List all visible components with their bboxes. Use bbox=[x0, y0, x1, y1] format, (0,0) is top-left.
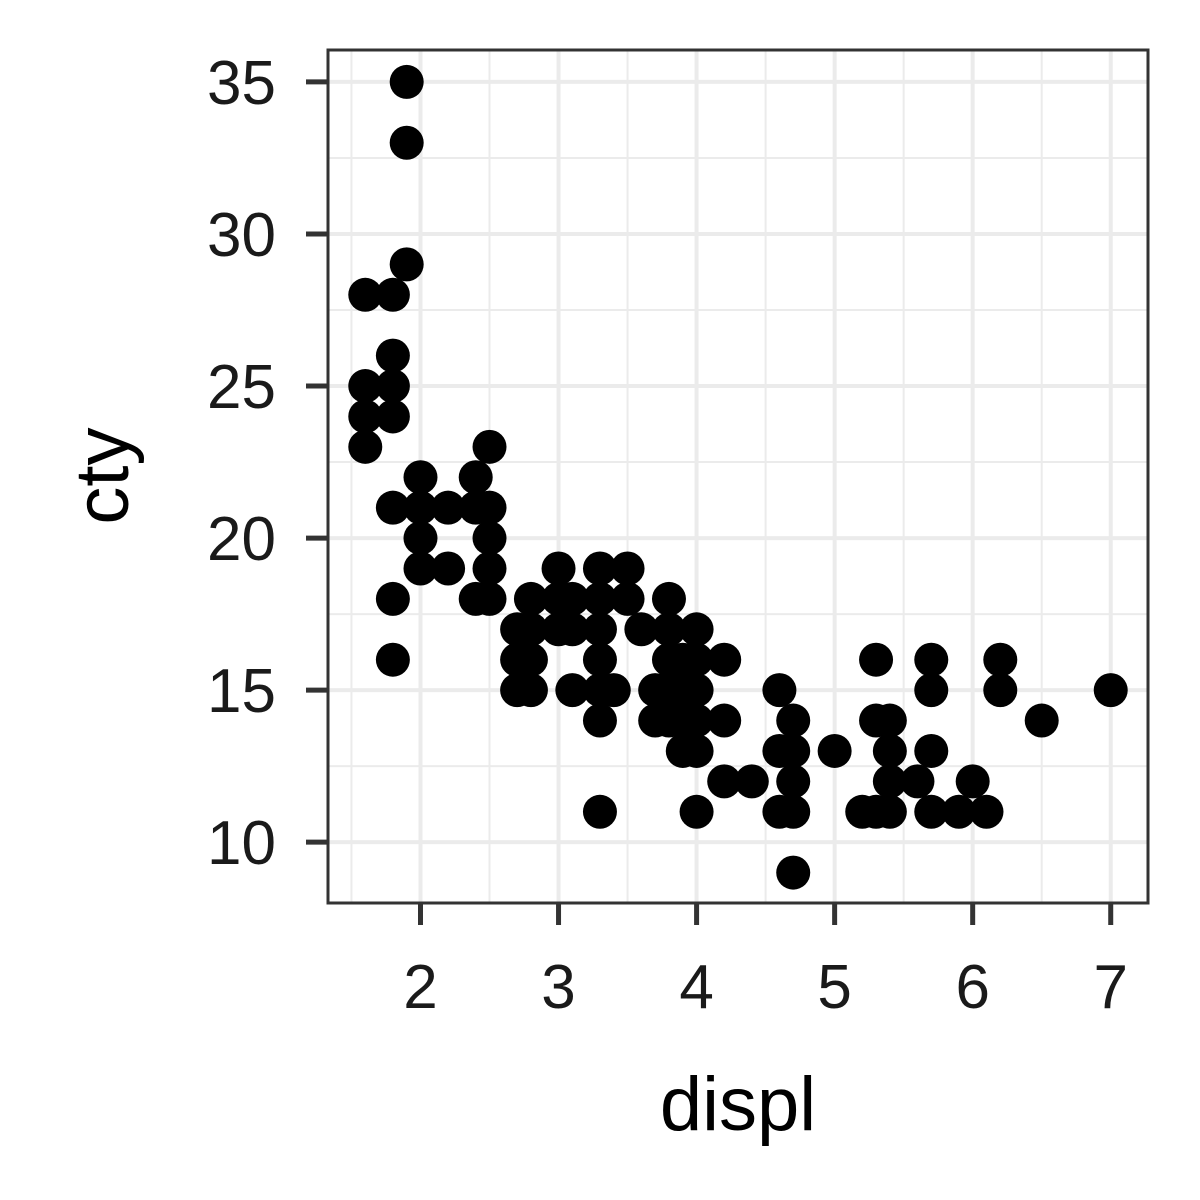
data-points bbox=[348, 64, 1128, 890]
data-point bbox=[707, 642, 742, 677]
data-point bbox=[624, 612, 659, 647]
data-point bbox=[541, 551, 576, 586]
x-tick-label: 7 bbox=[1093, 953, 1127, 1022]
data-point bbox=[472, 581, 507, 616]
data-point bbox=[914, 673, 949, 708]
data-point bbox=[734, 764, 769, 799]
x-axis-title: displ bbox=[660, 1062, 816, 1147]
x-tick-label: 2 bbox=[403, 953, 437, 1022]
data-point bbox=[582, 703, 617, 738]
data-point bbox=[348, 399, 383, 434]
data-point bbox=[348, 277, 383, 312]
data-point bbox=[914, 733, 949, 768]
data-point bbox=[651, 581, 686, 616]
data-point bbox=[776, 733, 811, 768]
data-point bbox=[348, 369, 383, 404]
y-tick-label: 10 bbox=[207, 809, 276, 878]
data-point bbox=[403, 521, 438, 556]
data-point bbox=[914, 642, 949, 677]
y-axis: 10 15 20 25 30 35 bbox=[207, 49, 328, 878]
data-point bbox=[472, 490, 507, 525]
data-point bbox=[1093, 673, 1128, 708]
data-point bbox=[651, 612, 686, 647]
data-point bbox=[872, 764, 907, 799]
y-tick-label: 25 bbox=[207, 353, 276, 422]
data-point bbox=[375, 338, 410, 373]
y-tick-label: 20 bbox=[207, 505, 276, 574]
data-point bbox=[582, 642, 617, 677]
data-point bbox=[403, 460, 438, 495]
data-point bbox=[389, 64, 424, 99]
data-point bbox=[983, 673, 1018, 708]
data-point bbox=[941, 794, 976, 829]
data-point bbox=[776, 855, 811, 890]
data-point bbox=[472, 429, 507, 464]
x-tick-label: 4 bbox=[679, 953, 713, 1022]
data-point bbox=[513, 642, 548, 677]
data-point bbox=[513, 673, 548, 708]
data-point bbox=[555, 612, 590, 647]
data-point bbox=[596, 673, 631, 708]
data-point bbox=[582, 612, 617, 647]
data-point bbox=[555, 673, 590, 708]
y-axis-title: cty bbox=[60, 427, 145, 524]
data-point bbox=[375, 369, 410, 404]
data-point bbox=[707, 703, 742, 738]
y-tick-label: 30 bbox=[207, 201, 276, 270]
data-point bbox=[555, 581, 590, 616]
data-point bbox=[872, 703, 907, 738]
data-point bbox=[955, 764, 990, 799]
data-point bbox=[872, 733, 907, 768]
data-point bbox=[403, 490, 438, 525]
data-point bbox=[375, 642, 410, 677]
data-point bbox=[513, 612, 548, 647]
data-point bbox=[679, 612, 714, 647]
data-point bbox=[375, 277, 410, 312]
data-point bbox=[762, 673, 797, 708]
data-point bbox=[859, 642, 894, 677]
data-point bbox=[348, 429, 383, 464]
x-tick-label: 3 bbox=[541, 953, 575, 1022]
y-tick-label: 35 bbox=[207, 49, 276, 118]
data-point bbox=[472, 521, 507, 556]
data-point bbox=[582, 581, 617, 616]
data-point bbox=[969, 794, 1004, 829]
data-point bbox=[776, 764, 811, 799]
data-point bbox=[817, 733, 852, 768]
x-tick-label: 6 bbox=[955, 953, 989, 1022]
data-point bbox=[776, 794, 811, 829]
y-tick-label: 15 bbox=[207, 657, 276, 726]
data-point bbox=[983, 642, 1018, 677]
data-point bbox=[1024, 703, 1059, 738]
data-point bbox=[431, 551, 466, 586]
data-point bbox=[679, 733, 714, 768]
data-point bbox=[679, 642, 714, 677]
data-point bbox=[610, 581, 645, 616]
data-point bbox=[513, 581, 548, 616]
data-point bbox=[610, 551, 645, 586]
data-point bbox=[375, 399, 410, 434]
x-axis: 2 3 4 5 6 7 bbox=[403, 903, 1128, 1022]
data-point bbox=[679, 794, 714, 829]
data-point bbox=[679, 673, 714, 708]
data-point bbox=[375, 581, 410, 616]
data-point bbox=[375, 490, 410, 525]
panel-border bbox=[326, 48, 1150, 905]
data-point bbox=[458, 460, 493, 495]
data-point bbox=[472, 551, 507, 586]
data-point bbox=[389, 125, 424, 160]
data-point bbox=[776, 703, 811, 738]
data-point bbox=[582, 551, 617, 586]
data-point bbox=[900, 764, 935, 799]
x-tick-label: 5 bbox=[817, 953, 851, 1022]
data-point bbox=[914, 794, 949, 829]
data-point bbox=[707, 764, 742, 799]
data-point bbox=[431, 490, 466, 525]
data-point bbox=[582, 794, 617, 829]
data-point bbox=[872, 794, 907, 829]
data-point bbox=[679, 703, 714, 738]
data-point bbox=[389, 247, 424, 282]
data-point bbox=[403, 551, 438, 586]
